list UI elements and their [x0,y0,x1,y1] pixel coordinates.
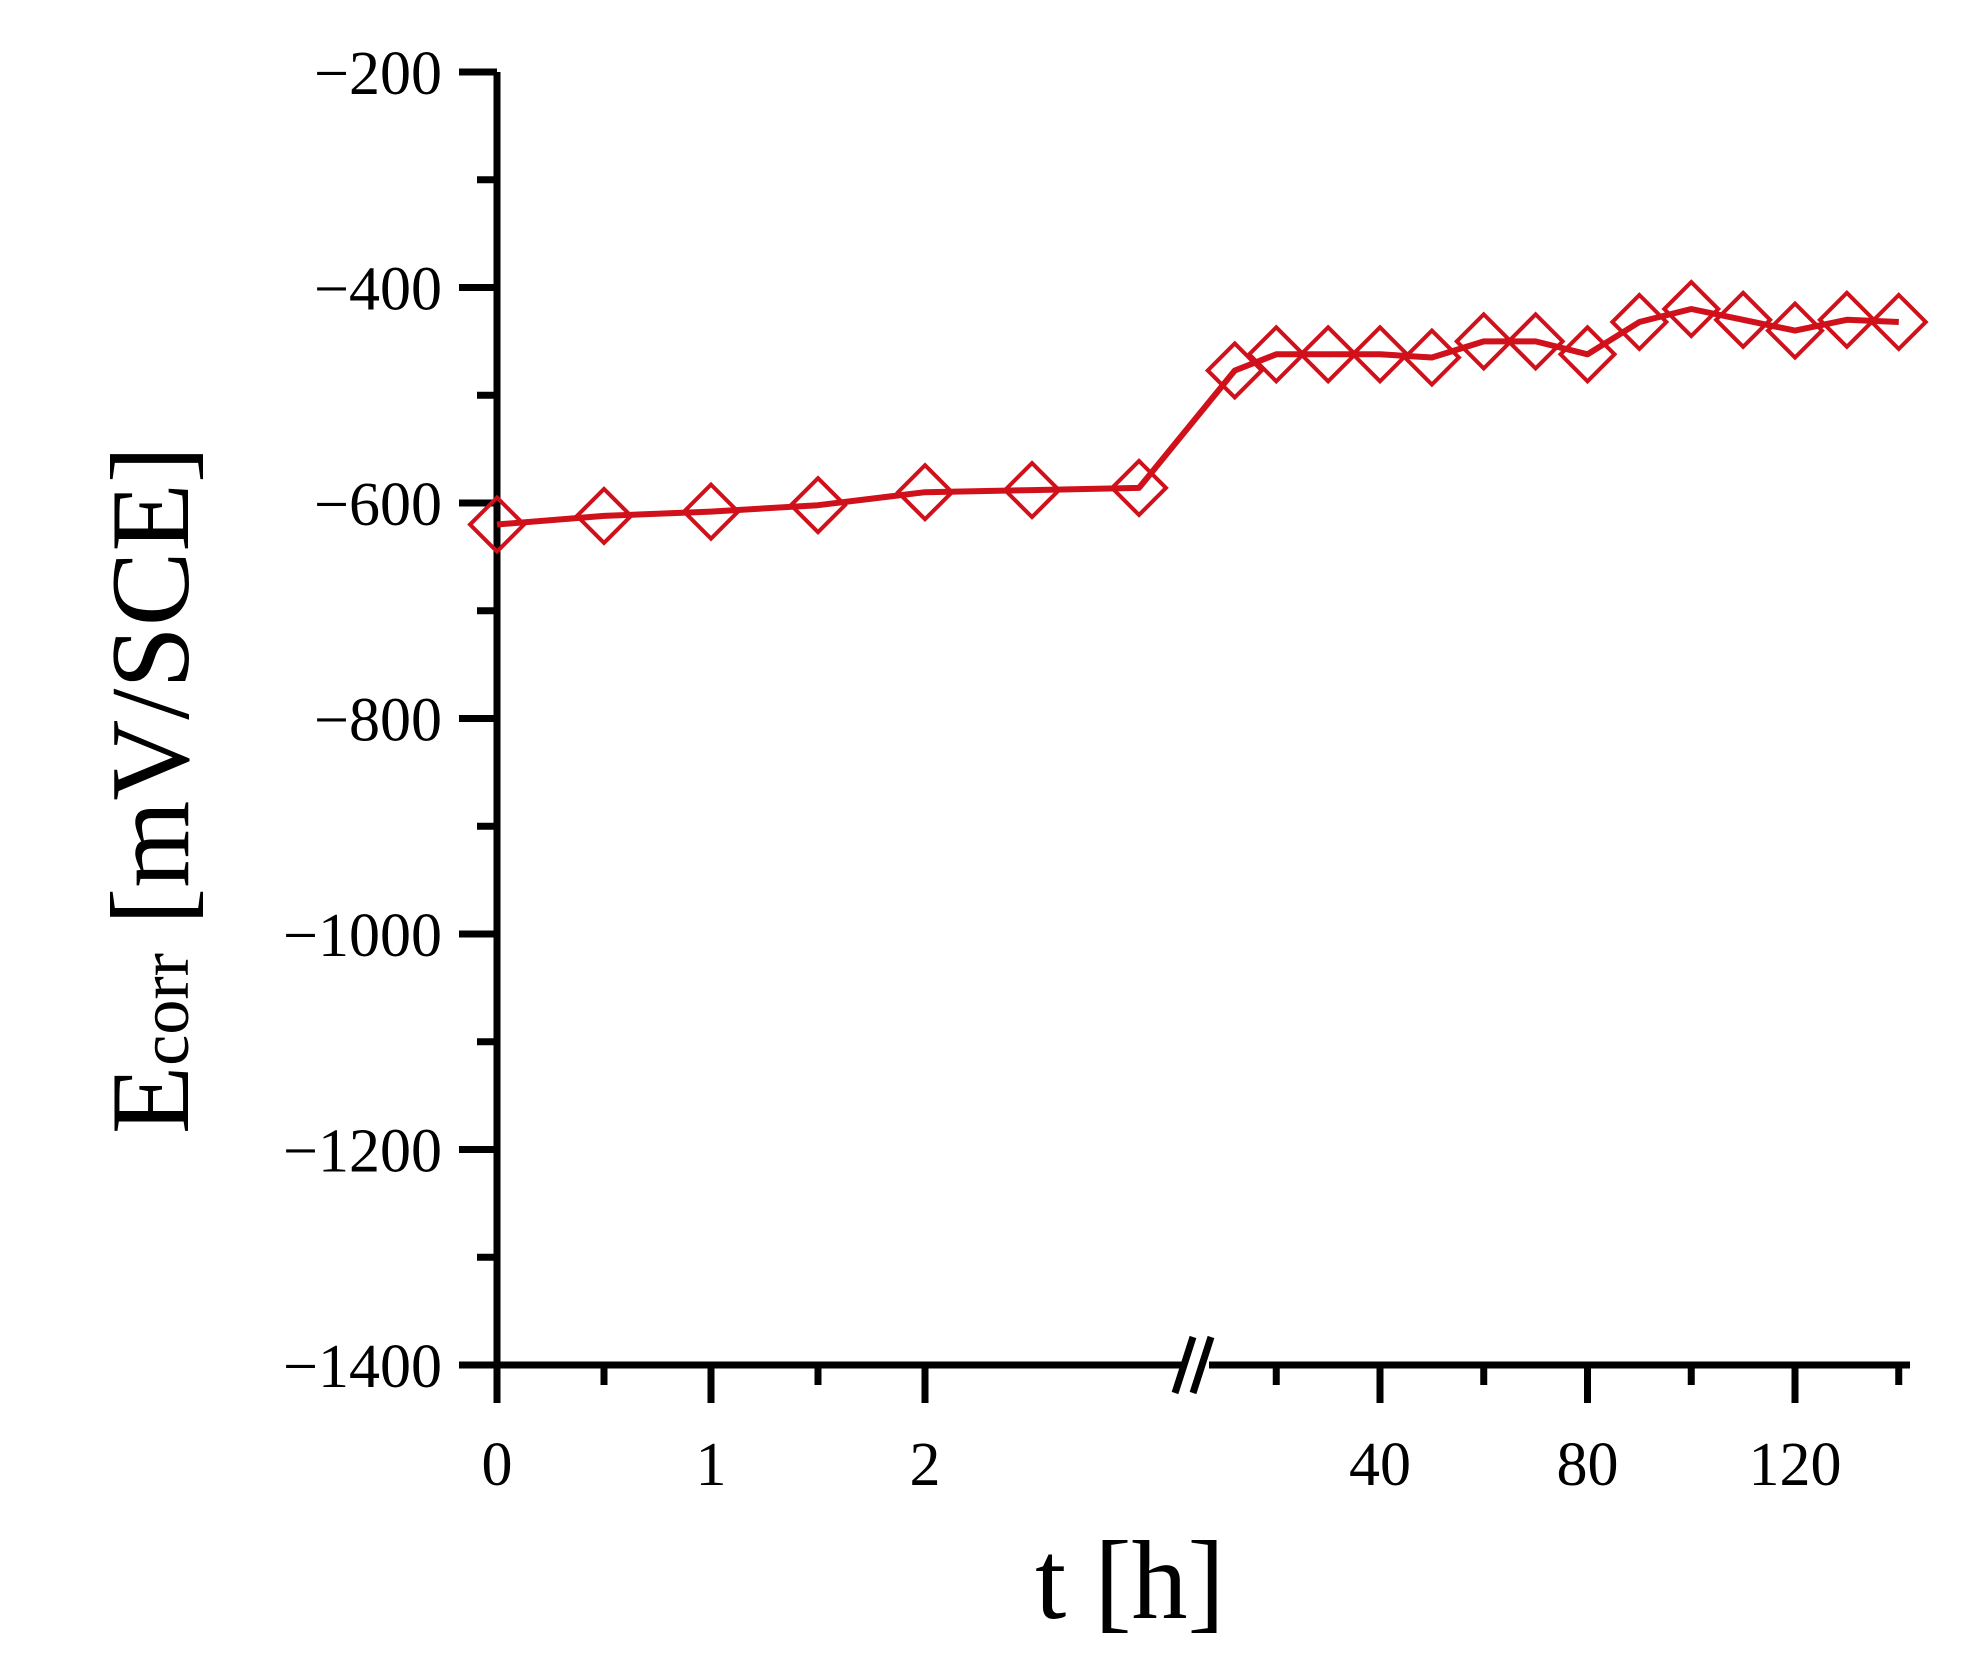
data-point-diamond [1609,292,1670,352]
data-point-diamond [1298,324,1358,385]
y-tick-label: −1400 [283,1333,442,1401]
data-point-diamond [1713,289,1773,350]
data-point-diamond [1505,311,1566,372]
y-tick-label: −800 [314,687,442,755]
data-point-diamond [1868,292,1929,352]
axes: −200 −400 −600 −800 −1000 −1200 −1400 0 1 2 40 80 12… [283,40,1910,1499]
y-tick-label: −600 [314,471,442,539]
data-point-diamond [1557,324,1618,385]
y-tick-label: −1000 [283,902,442,970]
y-axis-title-main: E [89,1066,213,1134]
y-axis-title-subscript: corr [127,953,204,1066]
data-point-diamond [1817,289,1877,350]
x-axis-break-mark [1171,1335,1197,1395]
y-tick-label: −1200 [283,1118,442,1186]
y-tick-label: −200 [314,40,442,108]
data-point-diamond [1402,327,1462,388]
y-axis-title: Ecorr [mV/SCE] [89,446,213,1134]
x-tick-label: 40 [1349,1431,1411,1499]
data-point-diamond [1109,458,1169,518]
x-tick-label: 80 [1557,1431,1619,1499]
y-tick-label: −400 [314,256,442,324]
data-point-diamond [574,486,634,546]
data-point-diamond [1765,300,1825,361]
data-point-diamond [788,475,848,535]
y-axis-title-unit: [mV/SCE] [89,446,213,953]
data-point-diamond [1453,311,1514,372]
data-point-diamond [681,481,741,542]
x-axis-title: t [h] [1035,1519,1225,1643]
x-axis-break-mark [1189,1335,1215,1395]
series-group [467,279,1929,555]
series-line [496,306,1899,528]
x-tick-label: 120 [1749,1431,1842,1499]
data-point-diamond [1246,324,1307,385]
axis-titles: t [h] Ecorr [mV/SCE] [89,446,1225,1643]
x-tick-label: 1 [696,1431,727,1499]
x-tick-label: 2 [910,1431,941,1499]
data-point-diamond [467,494,527,555]
data-point-diamond [1350,324,1410,385]
data-point-diamond [1002,460,1062,520]
x-tick-label: 0 [482,1431,513,1499]
data-point-diamond [1661,279,1722,339]
data-point-diamond [895,462,955,523]
data-point-diamond [1204,340,1265,401]
